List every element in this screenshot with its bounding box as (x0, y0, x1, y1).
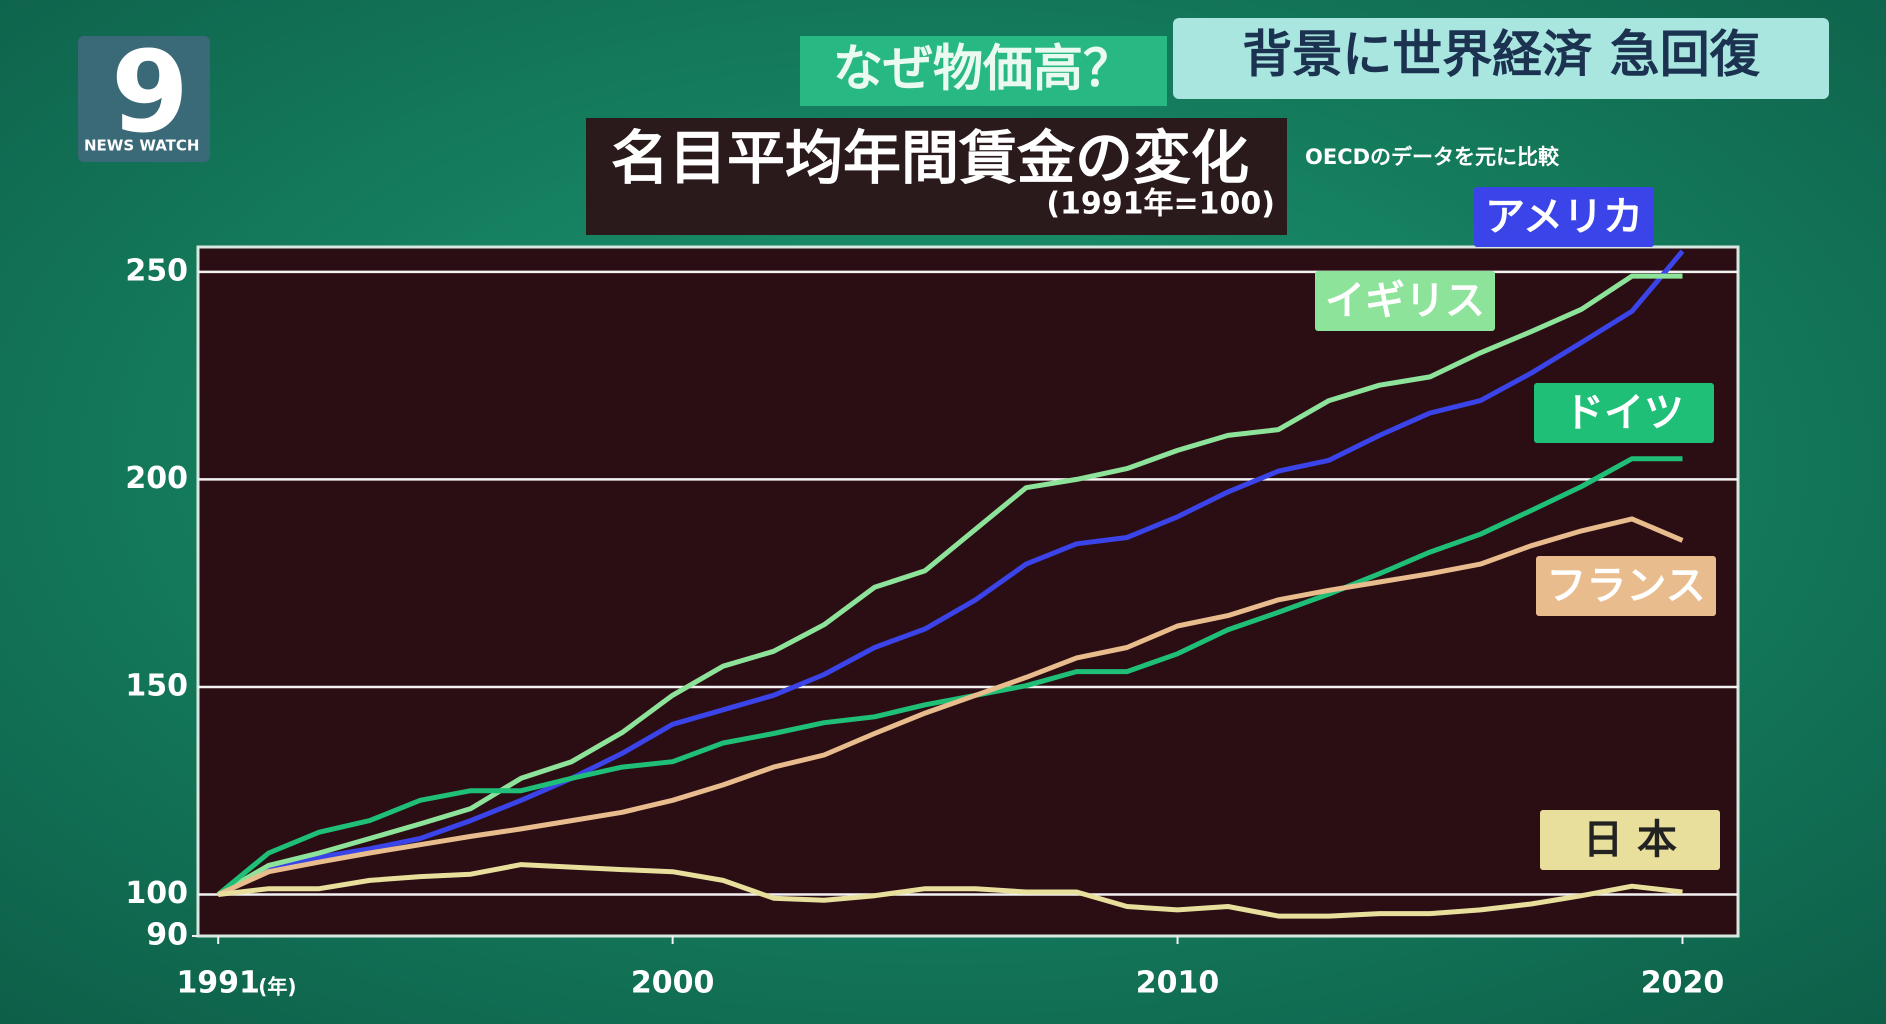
chart-subtitle: (1991年=100) (1046, 187, 1275, 222)
series-line (217, 249, 1685, 897)
legend-box (1536, 556, 1716, 616)
legend-label: ドイツ (1564, 390, 1684, 436)
series-line (217, 516, 1684, 897)
x-tick-label: 2020 (1641, 966, 1725, 1001)
y-tick-label: 200 (125, 461, 188, 496)
y-tick-label: 100 (125, 876, 188, 911)
tag: なぜ物価高？ (833, 40, 1133, 98)
y-tick-label: 90 (146, 918, 188, 953)
logo-text: NEWS WATCH (84, 137, 199, 155)
legend-box (1474, 187, 1654, 247)
logo-box (78, 36, 210, 162)
legend-label: フランス (1546, 563, 1705, 609)
legend-label: アメリカ (1485, 194, 1643, 240)
series-line (216, 456, 1683, 897)
x-unit: (年) (258, 975, 296, 999)
plot-area (196, 245, 1740, 938)
logo-number: 9 (111, 28, 189, 158)
legend-box (1540, 810, 1720, 870)
tag-box (800, 36, 1167, 106)
chart-note: OECDのデータを元に比較 (1305, 145, 1560, 169)
legend-box (1534, 383, 1714, 443)
chart-title: 名目平均年間賃金の変化 (611, 124, 1249, 192)
legend-box (1315, 271, 1495, 331)
y-tick-label: 250 (125, 253, 188, 288)
x-tick-label: 2000 (631, 966, 715, 1001)
y-tick-label: 150 (125, 668, 188, 703)
logo: 9 NEWS WATCH (78, 28, 210, 162)
headline: 背景に世界経済 急回復 (1242, 26, 1760, 84)
series-line (216, 273, 1683, 897)
x-tick-label: 1991 (176, 966, 260, 1001)
x-tick-label: 2010 (1136, 966, 1220, 1001)
legend-label: 日 本 (1583, 817, 1677, 863)
legend-label: イギリス (1325, 278, 1485, 324)
series-line (217, 862, 1683, 919)
headline-box (1173, 18, 1829, 99)
title-box (586, 118, 1287, 235)
